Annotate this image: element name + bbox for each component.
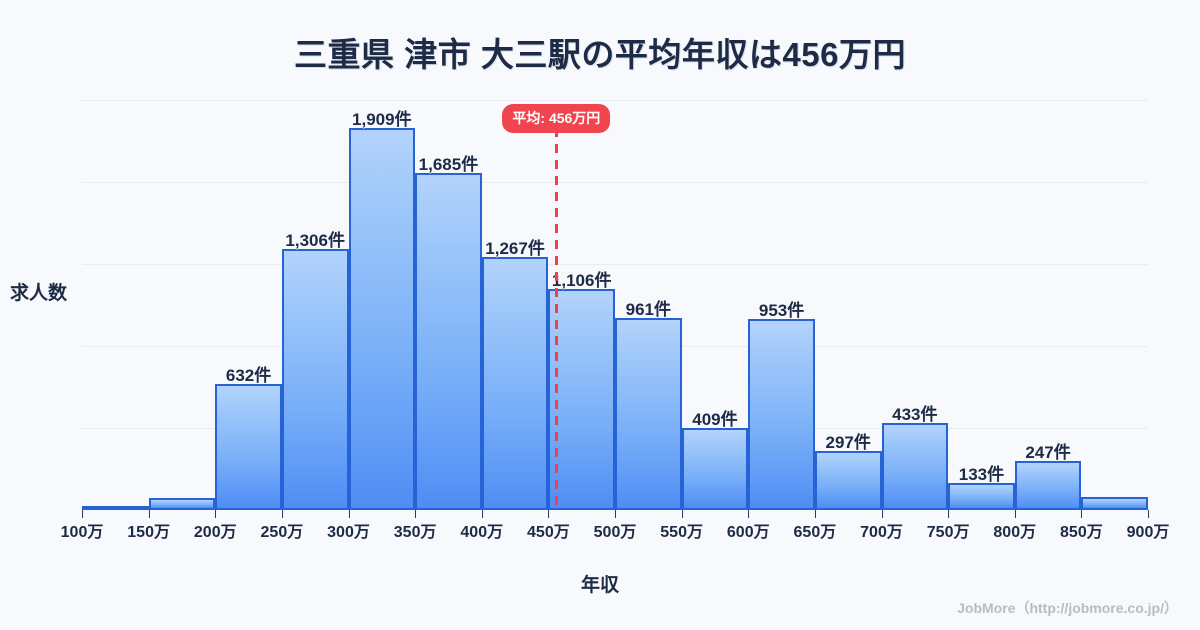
- x-axis-tick: [948, 510, 950, 518]
- x-axis-tick-label: 800万: [993, 524, 1037, 541]
- x-axis-tick: [415, 510, 417, 518]
- page-title: 三重県 津市 大三駅の平均年収は456万円: [294, 36, 906, 73]
- x-axis-tick: [748, 510, 750, 518]
- x-axis-tick: [148, 510, 150, 518]
- x-axis-tick-label: 150万: [127, 524, 170, 541]
- x-axis-tick-label: 700万: [860, 524, 903, 541]
- bar: [215, 383, 282, 510]
- x-axis-tick-label: 400万: [460, 524, 504, 541]
- x-axis-tick: [1014, 510, 1016, 518]
- bar: [415, 173, 482, 510]
- x-axis-tick-label: 550万: [660, 524, 703, 541]
- bar-value-label: 409件: [692, 410, 738, 430]
- bar: [148, 498, 216, 510]
- bar-value-label: 297件: [825, 432, 871, 452]
- x-axis-tick: [814, 510, 816, 518]
- bar: [348, 128, 416, 510]
- bar-value-label: 1,909件: [352, 110, 412, 130]
- bar: [948, 483, 1015, 510]
- x-axis-tick-label: 250万: [260, 524, 304, 541]
- x-axis-tick-label: 900万: [1126, 524, 1170, 541]
- x-axis-tick-label: 750万: [926, 524, 970, 541]
- bar: [748, 319, 815, 510]
- gridline: [82, 182, 1148, 183]
- bar: [1081, 497, 1148, 510]
- bar-value-label: 1,306件: [285, 230, 345, 250]
- x-axis-tick: [615, 510, 616, 518]
- x-axis-tick: [1081, 510, 1083, 518]
- x-axis-tick-label: 500万: [593, 524, 637, 541]
- x-axis-tick-label: 650万: [793, 524, 837, 541]
- bar: [481, 256, 549, 510]
- gridline: [82, 100, 1148, 101]
- bar-value-label: 1,267件: [485, 238, 545, 258]
- bar-value-label: 1,685件: [418, 155, 479, 174]
- bar: [814, 450, 882, 510]
- watermark: JobMore（http://jobmore.co.jp/）: [957, 600, 1178, 616]
- bar: [82, 506, 149, 510]
- average-line: [555, 128, 559, 512]
- bar-value-label: 133件: [958, 465, 1005, 485]
- x-axis-tick-label: 850万: [1060, 524, 1103, 541]
- x-axis-tick-label: 300万: [327, 524, 370, 541]
- x-axis-tick-label: 450万: [527, 524, 570, 541]
- bar-value-label: 632件: [225, 365, 272, 385]
- x-axis-tick: [481, 510, 483, 518]
- x-axis-tick: [215, 510, 217, 518]
- x-axis-tick-label: 600万: [726, 524, 770, 541]
- gridline: [82, 264, 1148, 265]
- x-axis-tick: [681, 510, 683, 518]
- y-axis-title: 求人数: [10, 283, 68, 304]
- x-axis-title: 年収: [580, 575, 619, 596]
- bar: [548, 288, 615, 510]
- x-axis-tick: [281, 510, 283, 518]
- x-axis-tick-label: 100万: [60, 524, 104, 541]
- x-axis-tick-label: 200万: [193, 524, 237, 541]
- bar: [881, 423, 949, 510]
- average-badge: 平均: 456万円: [502, 104, 611, 133]
- x-axis-tick-label: 350万: [393, 524, 437, 541]
- bar-value-label: 1,106件: [551, 270, 612, 290]
- x-axis-tick: [82, 510, 83, 518]
- bar-value-label: 961件: [625, 299, 671, 319]
- bar: [281, 248, 349, 510]
- x-axis-tick: [548, 510, 550, 518]
- bar: [681, 428, 749, 510]
- bar: [615, 317, 682, 510]
- bar-value-label: 433件: [892, 405, 938, 425]
- bar-value-label: 247件: [1025, 442, 1071, 462]
- x-axis-tick: [1148, 510, 1149, 518]
- bar-value-label: 953件: [758, 301, 805, 321]
- x-axis-tick: [881, 510, 883, 518]
- x-axis-tick: [348, 510, 350, 518]
- bar: [1014, 460, 1082, 510]
